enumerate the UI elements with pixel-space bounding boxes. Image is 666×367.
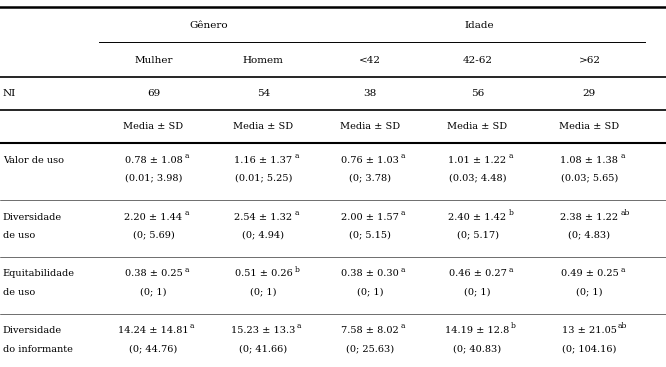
Text: Media ± SD: Media ± SD [340,122,400,131]
Text: Diversidade: Diversidade [3,326,62,335]
Text: (0; 1): (0; 1) [250,288,276,297]
Text: (0; 25.63): (0; 25.63) [346,345,394,353]
Text: 13 ± 21.05: 13 ± 21.05 [562,326,617,335]
Text: 2.20 ± 1.44: 2.20 ± 1.44 [125,212,182,222]
Text: 15.23 ± 13.3: 15.23 ± 13.3 [231,326,296,335]
Text: 54: 54 [257,89,270,98]
Text: <42: <42 [359,56,381,65]
Text: (0; 5.17): (0; 5.17) [456,231,499,240]
Text: de uso: de uso [3,231,35,240]
Text: 1.08 ± 1.38: 1.08 ± 1.38 [561,156,618,165]
Text: 0.46 ± 0.27: 0.46 ± 0.27 [449,269,506,279]
Text: 1.01 ± 1.22: 1.01 ± 1.22 [448,156,507,165]
Text: (0.03; 5.65): (0.03; 5.65) [561,174,618,183]
Text: 1.16 ± 1.37: 1.16 ± 1.37 [234,156,292,165]
Text: 42-62: 42-62 [462,56,493,65]
Text: 0.78 ± 1.08: 0.78 ± 1.08 [125,156,182,165]
Text: 29: 29 [583,89,596,98]
Text: (0; 5.15): (0; 5.15) [349,231,391,240]
Text: 69: 69 [147,89,160,98]
Text: Valor de uso: Valor de uso [3,156,64,165]
Text: b: b [509,209,513,217]
Text: (0; 1): (0; 1) [464,288,491,297]
Text: (0; 41.66): (0; 41.66) [239,345,288,353]
Text: a: a [184,209,189,217]
Text: (0; 4.83): (0; 4.83) [568,231,611,240]
Text: (0; 1): (0; 1) [357,288,383,297]
Text: 14.19 ± 12.8: 14.19 ± 12.8 [446,326,509,335]
Text: 7.58 ± 8.02: 7.58 ± 8.02 [341,326,399,335]
Text: a: a [509,152,513,160]
Text: Equitabilidade: Equitabilidade [3,269,75,279]
Text: 14.24 ± 14.81: 14.24 ± 14.81 [118,326,189,335]
Text: (0; 40.83): (0; 40.83) [454,345,501,353]
Text: do informante: do informante [3,345,73,353]
Text: a: a [621,152,625,160]
Text: (0.01; 5.25): (0.01; 5.25) [234,174,292,183]
Text: (0; 5.69): (0; 5.69) [133,231,174,240]
Text: a: a [401,152,406,160]
Text: 0.49 ± 0.25: 0.49 ± 0.25 [561,269,618,279]
Text: Mulher: Mulher [135,56,172,65]
Text: >62: >62 [578,56,601,65]
Text: Gênero: Gênero [189,21,228,30]
Text: (0; 1): (0; 1) [141,288,166,297]
Text: 0.51 ± 0.26: 0.51 ± 0.26 [234,269,292,279]
Text: (0; 44.76): (0; 44.76) [129,345,178,353]
Text: ab: ab [621,209,630,217]
Text: Media ± SD: Media ± SD [559,122,619,131]
Text: a: a [184,152,189,160]
Text: 2.00 ± 1.57: 2.00 ± 1.57 [341,212,399,222]
Text: 2.40 ± 1.42: 2.40 ± 1.42 [448,212,507,222]
Text: a: a [297,323,302,330]
Text: a: a [294,152,299,160]
Text: a: a [184,266,189,273]
Text: ab: ab [618,323,627,330]
Text: a: a [294,209,299,217]
Text: b: b [511,323,516,330]
Text: a: a [190,323,194,330]
Text: Media ± SD: Media ± SD [123,122,184,131]
Text: a: a [509,266,513,273]
Text: Diversidade: Diversidade [3,212,62,222]
Text: a: a [621,266,625,273]
Text: 38: 38 [364,89,376,98]
Text: 0.76 ± 1.03: 0.76 ± 1.03 [341,156,399,165]
Text: de uso: de uso [3,288,35,297]
Text: 2.54 ± 1.32: 2.54 ± 1.32 [234,212,292,222]
Text: Media ± SD: Media ± SD [448,122,507,131]
Text: (0; 3.78): (0; 3.78) [349,174,391,183]
Text: b: b [294,266,299,273]
Text: 0.38 ± 0.30: 0.38 ± 0.30 [341,269,399,279]
Text: (0; 104.16): (0; 104.16) [562,345,617,353]
Text: 2.38 ± 1.22: 2.38 ± 1.22 [560,212,619,222]
Text: (0.01; 3.98): (0.01; 3.98) [125,174,182,183]
Text: Media ± SD: Media ± SD [233,122,294,131]
Text: 56: 56 [471,89,484,98]
Text: Idade: Idade [464,21,494,30]
Text: 0.38 ± 0.25: 0.38 ± 0.25 [125,269,182,279]
Text: a: a [401,209,406,217]
Text: Homem: Homem [243,56,284,65]
Text: NI: NI [3,89,16,98]
Text: (0; 1): (0; 1) [576,288,603,297]
Text: (0; 4.94): (0; 4.94) [242,231,284,240]
Text: a: a [401,266,406,273]
Text: a: a [401,323,406,330]
Text: (0.03; 4.48): (0.03; 4.48) [449,174,506,183]
